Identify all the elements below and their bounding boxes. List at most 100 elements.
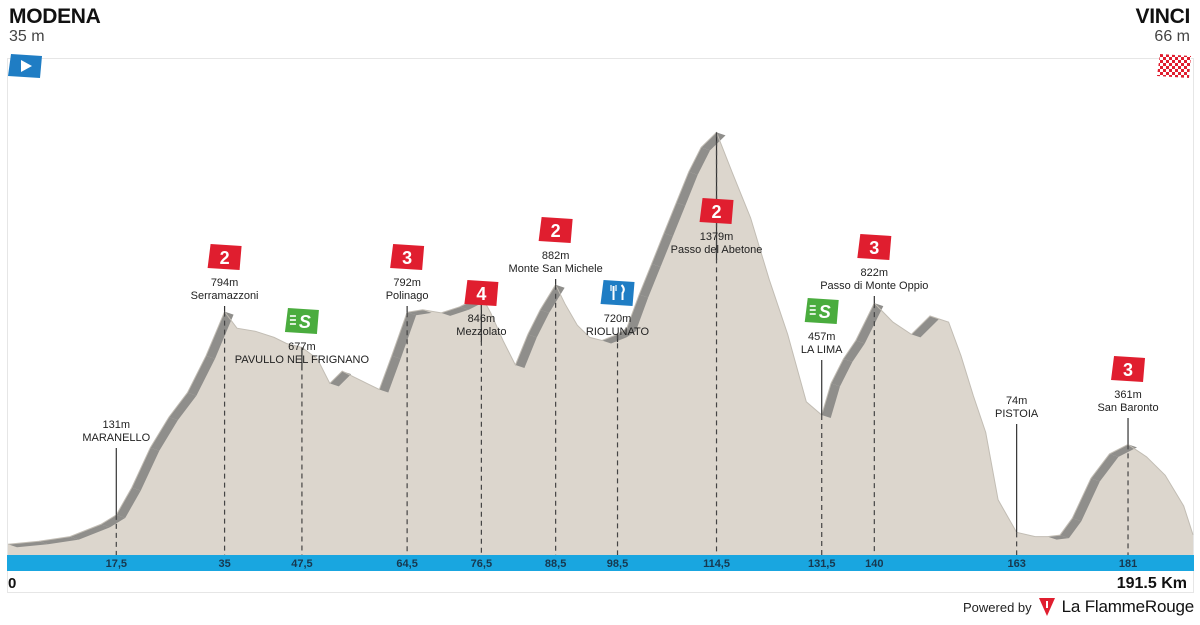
finish-town: VINCI: [1135, 5, 1190, 28]
climb-shade: [688, 147, 711, 175]
climb-category-icon: 3: [857, 234, 892, 260]
climb-shade: [391, 312, 417, 359]
marker-name: PAVULLO NEL FRIGNANO: [235, 354, 370, 366]
climb-shade: [8, 541, 48, 548]
climb-shade: [100, 514, 126, 528]
marker-name: LA LIMA: [801, 344, 843, 356]
climb-shade: [441, 306, 469, 316]
marker-badges: 2 S 3 4 2 2 S 3 3: [207, 198, 1146, 382]
marker-elevation: 1379m: [700, 231, 734, 243]
start-arrow-icon: [8, 54, 42, 78]
climb-shade: [602, 334, 627, 344]
climb-shade: [329, 371, 352, 387]
sprint-letter: S: [299, 312, 311, 332]
start-town: MODENA: [9, 5, 101, 28]
climb-category-icon: 2: [207, 244, 242, 270]
climb-category-icon: 4: [464, 280, 499, 306]
climb-category-icon: 3: [390, 244, 425, 270]
powered-by: Powered by La FlammeRouge: [963, 597, 1194, 617]
marker-name: MARANELLO: [82, 432, 150, 444]
climb-shade: [1090, 453, 1119, 482]
marker-elevation: 677m: [288, 341, 316, 353]
marker-name: Mezzolato: [456, 326, 506, 338]
marker-name: Passo del Abetone: [671, 244, 763, 256]
km-label: 98,5: [607, 558, 628, 570]
marker-elevation: 361m: [1114, 389, 1142, 401]
chart-frame: [7, 58, 1194, 593]
marker-elevation: 882m: [542, 250, 570, 262]
climb-category-label: 2: [220, 248, 230, 268]
km-bar: [7, 555, 1194, 571]
climb-shade: [1059, 518, 1082, 539]
km-label: 64,5: [396, 558, 417, 570]
climb-category-label: 2: [712, 202, 722, 222]
marker-elevation: 792m: [393, 277, 421, 289]
climb-shade: [663, 202, 686, 237]
km-label: 181: [1119, 558, 1137, 570]
climb-category-label: 3: [402, 248, 412, 268]
brand-name: La FlammeRouge: [1061, 597, 1195, 616]
climb-shade: [831, 358, 853, 387]
climb-shade: [379, 355, 401, 393]
feed-zone-icon: [600, 280, 635, 306]
climb-shade: [38, 536, 79, 545]
km-label: 140: [865, 558, 883, 570]
km-label: 17,5: [106, 558, 127, 570]
climb-shade: [527, 309, 550, 338]
climb-shade: [676, 171, 698, 206]
marker-name: San Baronto: [1097, 402, 1158, 414]
sprint-icon: S: [804, 298, 839, 324]
marker-elevation: 74m: [1006, 395, 1027, 407]
climb-shade: [187, 355, 216, 396]
marker-lines: [115, 132, 1129, 555]
climb-shade: [116, 487, 141, 518]
climb-shade: [911, 315, 940, 338]
climb-shade: [843, 340, 865, 362]
climb-category-label: 4: [476, 284, 486, 304]
marker-elevation: 822m: [861, 267, 889, 279]
climb-category-icon: 3: [1111, 356, 1146, 382]
climb-category-icon: 2: [699, 198, 734, 224]
marker-elevation: 131m: [103, 419, 131, 431]
climb-shade: [69, 524, 110, 540]
climb-shade: [651, 233, 673, 267]
marker-name: Serramazzoni: [191, 290, 259, 302]
km-labels: 17,5 35 47,5 64,5 76,5 88,5 98,5 114,5 131,5 140 1…: [106, 558, 1138, 570]
marker-name: Polinago: [386, 290, 429, 302]
km-label: 76,5: [471, 558, 492, 570]
climb-shade: [131, 447, 160, 491]
climb-shade: [150, 417, 178, 451]
marker-name: Monte San Michele: [509, 263, 603, 275]
climb-shade: [617, 328, 636, 338]
finish-elevation: 66 m: [1154, 28, 1190, 45]
checkered-flag-icon: [1157, 54, 1191, 78]
distance-start-label: 0: [8, 575, 17, 592]
marker-name: RIOLUNATO: [586, 326, 650, 338]
climb-category-label: 3: [1123, 360, 1133, 380]
marker-elevation: 794m: [211, 277, 239, 289]
climb-category-label: 2: [551, 221, 561, 241]
marker-elevation: 846m: [468, 313, 496, 325]
marker-elevation: 457m: [808, 331, 836, 343]
climb-shade: [639, 263, 661, 298]
climb-shading: [8, 132, 1138, 548]
km-label: 114,5: [703, 558, 730, 570]
km-label: 163: [1007, 558, 1025, 570]
sprint-icon: S: [284, 308, 319, 334]
climb-shade: [855, 303, 884, 344]
flamme-rouge-icon: [1038, 598, 1055, 616]
marker-name: PISTOIA: [995, 408, 1039, 420]
km-label: 47,5: [291, 558, 312, 570]
climb-shade: [1072, 478, 1100, 522]
distance-end-label: 191.5 Km: [1116, 575, 1187, 592]
marker-elevation: 720m: [604, 313, 632, 325]
powered-by-label: Powered by: [963, 599, 1032, 615]
terrain-area: [8, 132, 1193, 555]
km-label: 35: [218, 558, 230, 570]
marker-name: Passo di Monte Oppio: [820, 280, 928, 292]
climb-category-icon: 2: [538, 217, 573, 243]
climb-shade: [821, 383, 841, 418]
climb-shade: [168, 392, 197, 421]
